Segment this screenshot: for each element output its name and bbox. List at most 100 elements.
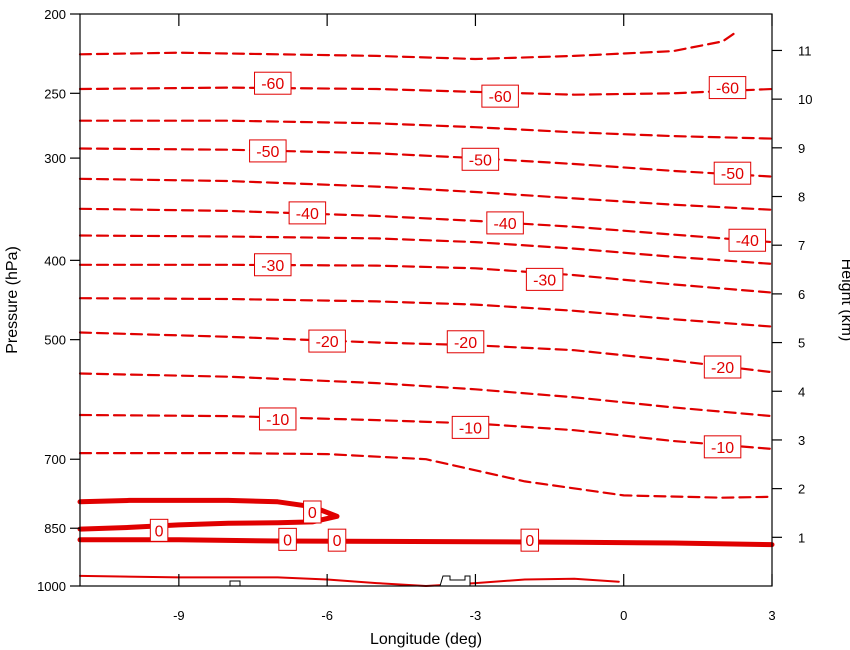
contour-label: -20 — [446, 330, 485, 354]
contour-line--30-7 — [78, 263, 774, 294]
contour-label-box — [486, 211, 524, 235]
terrain-outline — [229, 575, 471, 587]
y-tick-label: 500 — [44, 333, 66, 348]
x-axis-title: Longitude (deg) — [370, 631, 482, 648]
contour-label-box — [249, 139, 287, 163]
contour-label-text: -60 — [716, 81, 739, 98]
contour-lines — [77, 30, 775, 587]
contour-line--20-9 — [78, 331, 774, 374]
y2-tick-label: 8 — [798, 190, 805, 205]
contour-label: 0 — [149, 518, 169, 542]
contour-label: 0 — [303, 500, 322, 524]
y2-tick-label: 10 — [798, 92, 812, 107]
contour-label-box — [525, 267, 564, 291]
contour-label: -60 — [254, 71, 292, 95]
y-tick-label: 200 — [44, 7, 66, 22]
contour-label: -60 — [481, 84, 519, 108]
x-tick-label: -6 — [321, 608, 333, 623]
contour-label-text: -50 — [469, 152, 492, 169]
contour-label-box — [254, 253, 292, 277]
contour-line--60-1 — [78, 86, 774, 96]
x-tick-label: 0 — [620, 608, 627, 623]
contour-label-text: -10 — [266, 412, 289, 429]
contour-label: -20 — [703, 355, 742, 379]
contour-label-box — [258, 407, 297, 431]
contour-label-text: -40 — [494, 216, 517, 233]
y2-tick-label: 6 — [798, 287, 805, 302]
contour-line--50-3 — [78, 147, 774, 178]
contour-line-0-13 — [77, 537, 775, 548]
contour-line--45-4 — [78, 177, 774, 211]
contour-label-box — [708, 76, 747, 100]
contour-label-box — [713, 161, 752, 185]
contour-label-box — [254, 71, 292, 95]
contour-label-text: -30 — [533, 272, 556, 289]
contour-label-box — [451, 415, 490, 439]
contour-label-box — [446, 330, 485, 354]
contour-label-text: 0 — [283, 532, 292, 549]
contour-label-box — [703, 435, 742, 459]
contour-label-box — [728, 228, 767, 252]
contour-labels: -60 -60 -60 -50 -50 -50 -40 -40 -40 -30 -30 -20 -20 -… — [149, 71, 767, 552]
contour-label: -10 — [258, 407, 297, 431]
plot-frame — [79, 13, 773, 587]
contour-label-box — [481, 84, 519, 108]
contour-label: -20 — [308, 329, 346, 353]
contour-line--5-12 — [78, 452, 774, 499]
contour-label: -10 — [703, 435, 742, 459]
axis-ticks: -9 -6 -3 0 320025030040050070085010001234567… — [37, 7, 812, 623]
y-tick-label: 250 — [44, 86, 66, 101]
contour-label: -40 — [288, 201, 327, 225]
contour-label-box — [327, 528, 347, 552]
contour-label-box — [303, 500, 322, 524]
contour-line--25-8 — [78, 297, 774, 328]
contour-label-text: -20 — [711, 360, 734, 377]
y-tick-label: 1000 — [37, 579, 66, 594]
y2-tick-label: 4 — [798, 384, 805, 399]
contour-label-text: -40 — [296, 206, 319, 223]
y-tick-label: 400 — [44, 253, 66, 268]
contour-label-text: -60 — [489, 89, 512, 106]
x-tick-label: 3 — [768, 608, 775, 623]
contour-label-text: 0 — [308, 505, 317, 522]
contour-label-box — [520, 528, 540, 552]
contour-label-text: -50 — [721, 166, 744, 183]
y-axis-title: Pressure (hPa) — [4, 246, 21, 354]
contour-label-box — [461, 147, 500, 171]
contour-label: -60 — [708, 76, 747, 100]
contour-line--40-5 — [78, 207, 774, 244]
contour-label: 0 — [278, 527, 297, 551]
contour-line--15-10 — [78, 372, 774, 418]
y2-tick-label: 2 — [798, 482, 805, 497]
contour-label: -30 — [254, 253, 292, 277]
contour-line--55-2 — [78, 119, 774, 140]
terrain-block-left — [229, 580, 241, 587]
contour-label-text: -20 — [454, 335, 477, 352]
contour-label: -50 — [461, 147, 500, 171]
contour-label-text: -10 — [711, 440, 734, 457]
y-tick-label: 300 — [44, 151, 66, 166]
contour-label-box — [288, 201, 327, 225]
contour-label: -30 — [525, 267, 564, 291]
terrain-block-right — [439, 575, 471, 587]
contour-label-text: -50 — [256, 144, 279, 161]
contour-label-box — [703, 355, 742, 379]
contour-label: -40 — [486, 211, 524, 235]
contour-label-text: -40 — [736, 233, 759, 250]
y2-tick-label: 5 — [798, 336, 805, 351]
y-tick-label: 850 — [44, 521, 66, 536]
contour-label: -10 — [451, 415, 490, 439]
contour-label-text: -10 — [459, 420, 482, 437]
contour-label-text: 0 — [155, 523, 164, 540]
contour-label-box — [149, 518, 169, 542]
contour-label: 0 — [520, 528, 540, 552]
contour-label-text: 0 — [525, 533, 534, 550]
contour-label-text: 0 — [333, 533, 342, 550]
x-tick-label: -9 — [173, 608, 185, 623]
y2-tick-label: 1 — [798, 530, 805, 545]
contour-label: -50 — [713, 161, 752, 185]
y2-tick-label: 7 — [798, 238, 805, 253]
y2-tick-label: 9 — [798, 141, 805, 156]
y-tick-label: 700 — [44, 452, 66, 467]
